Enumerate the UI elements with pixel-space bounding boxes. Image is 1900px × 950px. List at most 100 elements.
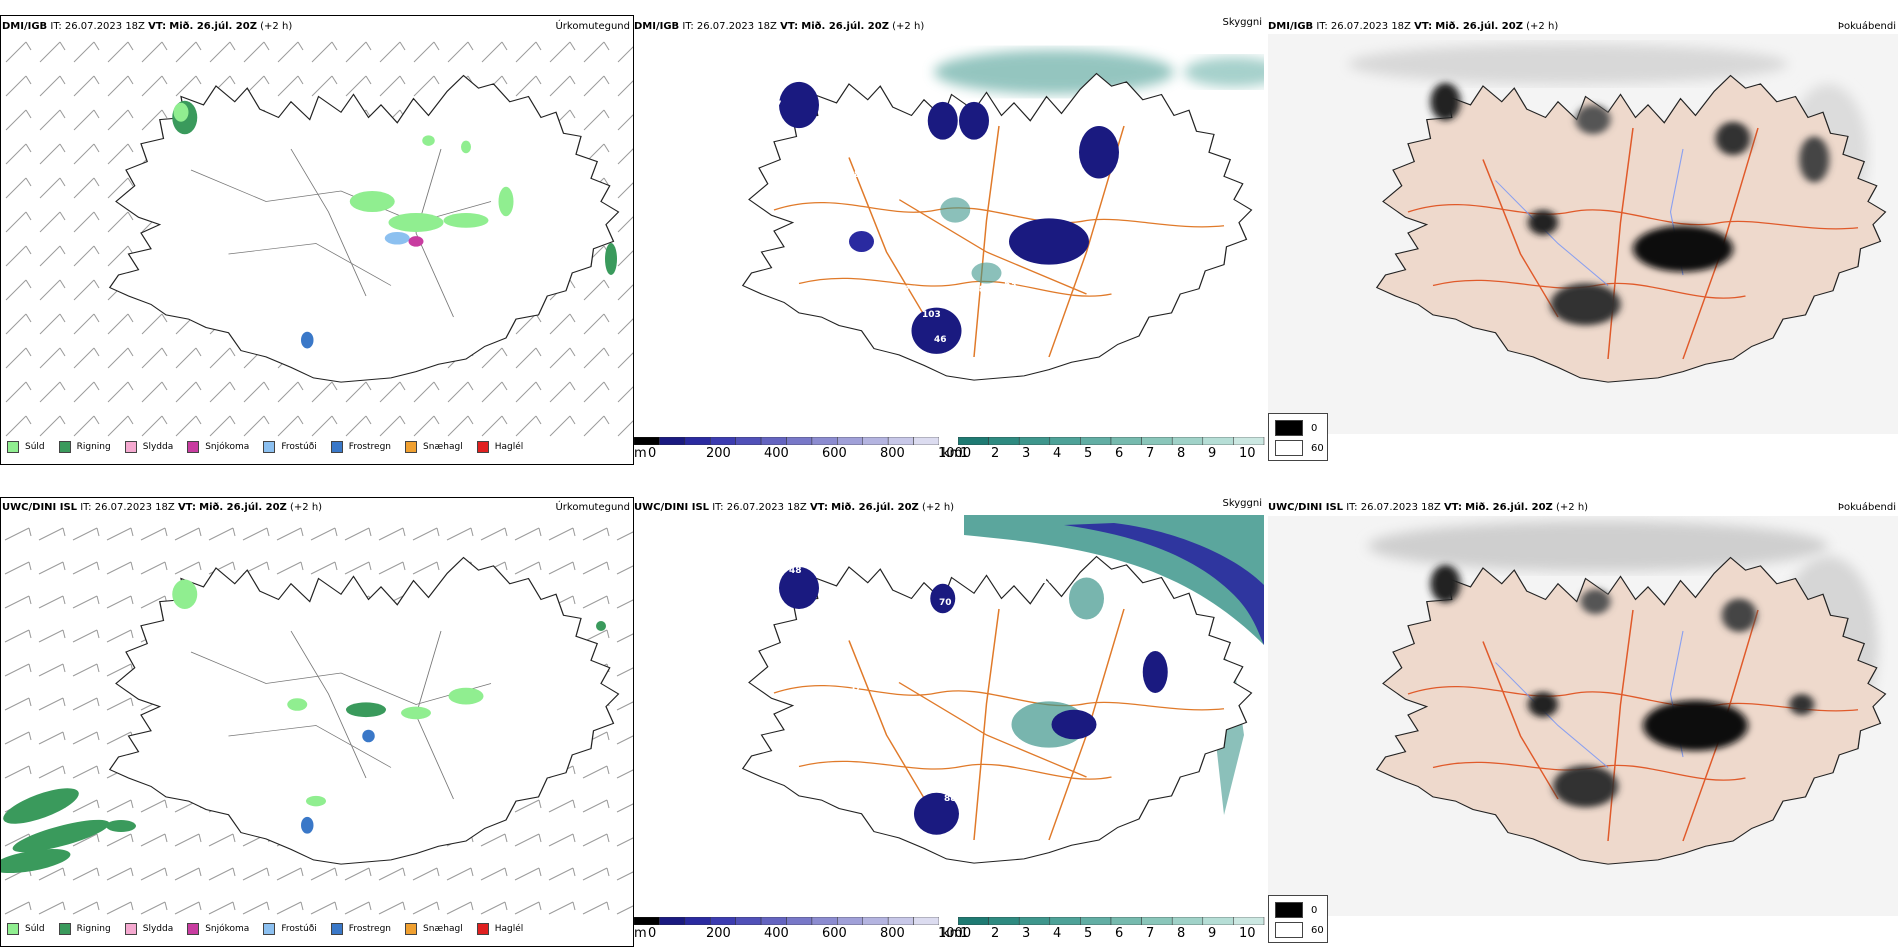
scale-tick: 1000 [938,926,972,941]
vis-scale-m-bottom: m 0 200 400 600 800 1000 [634,917,971,945]
scale-cell [887,437,914,445]
scale-tick: 6 [1115,926,1124,941]
legend-item: Snjókoma [187,923,249,935]
vis-value-label: 53 [1004,280,1017,290]
valid-time: Mið. 26.júl. 20Z [1435,21,1523,32]
vt-label: VT: [177,502,196,513]
scale-cell [1110,437,1142,445]
scale-unit-km: km [942,926,963,941]
scale-unit-m: m [634,926,647,941]
scale-cell [1233,917,1265,925]
legend-item: Súld [7,441,45,453]
legend-label: Slydda [142,924,174,934]
scale-tick: 600 [822,926,847,941]
legend-item: Frostúði [263,923,317,935]
scale-tick: 800 [880,446,905,461]
scale-cell [710,917,736,925]
scale-tick: 200 [706,926,731,941]
legend-swatch [263,441,276,453]
vis-value-label: 95 [864,796,877,806]
scale-unit-m: m [634,446,647,461]
scale-tick: 7 [1146,446,1155,461]
vt-label: VT: [809,502,828,513]
legend-item: Súld [7,923,45,935]
scale-cell [1171,437,1204,445]
fog-key-bottom: 0 60 [1268,895,1328,943]
vis-value-label: 200 [999,563,1018,573]
vis-value-label: 93 [794,193,807,203]
valid-time: Mið. 26.júl. 20Z [831,502,919,513]
vis-value-label: 76 [914,375,927,385]
scale-cell [659,437,686,445]
scale-cell [1141,437,1173,445]
vt-label: VT: [1414,21,1433,32]
init-time: IT: 26.07.2023 18Z [80,502,175,513]
legend-swatch [330,923,343,935]
scale-cell [634,917,660,925]
scale-tick: 8 [1177,926,1186,941]
scale-cell [837,917,863,925]
vis-value-label: 87 [889,195,902,205]
vis-field-name-top: Skyggni [1222,17,1262,28]
scale-cell [811,437,838,445]
vis-value-label: 111 [949,160,968,170]
fog-key-value: 60 [1311,924,1324,936]
vis-value-label: 60 [804,140,817,150]
vis-value-label: 86 [979,285,992,295]
vis-value-label: 91 [949,293,962,303]
valid-time: Mið. 26.júl. 20Z [801,21,889,32]
vis-value-label: 66 [874,270,887,280]
scale-tick: 0 [648,926,657,941]
scale-tick: 10 [1239,446,1256,461]
scale-cell [988,437,1020,445]
vis-value-label: 48 [789,566,802,576]
scale-cell [862,917,889,925]
fog-key-swatch [1275,440,1303,456]
valid-time: Mið. 26.júl. 20Z [1465,502,1553,513]
scale-cell [1171,917,1204,925]
scale-cell [913,437,939,445]
vis-scale-m-top: m 0 200 400 600 800 1000 [634,437,971,465]
source-label: UWC/DINI ISL [634,502,710,513]
vis-value-label: 90 [799,265,812,275]
fog-key-value: 0 [1311,422,1318,434]
legend-item: Frostregn [330,441,391,453]
scale-tick: 8 [1177,446,1186,461]
vis-value-label: 62 [992,225,1005,235]
scale-cell [786,917,813,925]
vis-value-label: 29 [884,888,897,898]
scale-cell [1202,437,1234,445]
fog-header-top: DMI/IGB IT: 26.07.2023 18Z VT: Mið. 26.j… [1268,21,1558,33]
vis-field-name-bottom: Skyggni [1222,498,1262,509]
scale-tick: 3 [1022,926,1031,941]
scale-tick: 400 [764,926,789,941]
legend-label: Frostúði [281,442,317,452]
valid-time: Mið. 26.júl. 20Z [199,502,287,513]
source-label: UWC/DINI ISL [1268,502,1344,513]
fog-field-name-top: Þokuábendi [1837,21,1896,32]
vis-value-label: 46 [934,335,947,345]
precip-field-name-bottom: Úrkomutegund [555,502,630,513]
scale-tick: 1 [960,446,969,461]
legend-swatch [58,441,71,453]
init-time: IT: 26.07.2023 18Z [1316,21,1411,32]
legend-item: Snæhagl [405,923,463,935]
scale-cell [887,917,914,925]
vis-value-label: 37 [849,683,862,693]
source-label: DMI/IGB [1268,21,1314,32]
vis-value-label: 41 [884,863,897,873]
legend-item: Slydda [124,923,174,935]
legend-swatch [187,923,200,935]
scale-cell [837,437,863,445]
fog-key-value: 60 [1311,442,1324,454]
vis-value-label: 80 [864,115,877,125]
vis-value-label: 103 [922,310,941,320]
precip-map-bottom [1,516,633,926]
vis-value-label: 74 [752,97,765,107]
vis-value-label: 34 [856,401,869,411]
legend-item: Rigning [58,923,111,935]
init-time: IT: 26.07.2023 18Z [1346,502,1441,513]
scale-cell [659,917,686,925]
vis-value-label: 62 [864,873,877,883]
scale-cell [811,917,838,925]
